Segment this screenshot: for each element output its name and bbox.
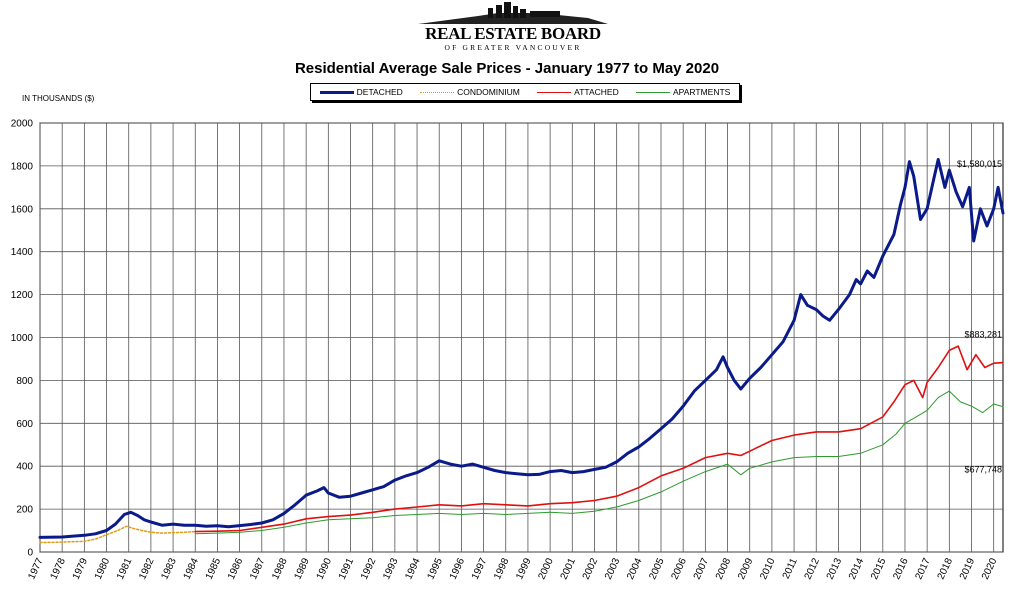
y-tick-label: 600 (16, 419, 33, 430)
x-tick-label: 1981 (115, 556, 135, 581)
y-tick-label: 200 (16, 505, 33, 516)
logo: REAL ESTATE BOARD OF GREATER VANCOUVER (418, 2, 608, 54)
x-tick-label: 2019 (958, 556, 978, 581)
value-annotation: $883,281 (964, 330, 1002, 340)
series-line-condominium (39, 525, 197, 544)
y-tick-label: 400 (16, 462, 33, 473)
x-tick-label: 1982 (137, 556, 157, 581)
y-tick-label: 1200 (11, 290, 34, 301)
logo-name: REAL ESTATE BOARD (425, 24, 601, 43)
x-tick-label: 2012 (803, 556, 823, 581)
series-line-apartments (194, 390, 1004, 535)
legend-item-condominium: CONDOMINIUM (420, 87, 520, 97)
series-line-attached (194, 345, 1004, 533)
unit-label: IN THOUSANDS ($) (22, 94, 95, 103)
x-tick-label: 1980 (93, 556, 113, 581)
x-tick-label: 2014 (847, 556, 867, 581)
x-tick-label: 2007 (692, 556, 712, 581)
x-tick-label: 2010 (758, 556, 778, 581)
x-tick-label: 1989 (292, 556, 312, 581)
x-tick-label: 2020 (980, 556, 1000, 581)
y-tick-label: 1000 (11, 333, 34, 344)
x-tick-label: 1998 (492, 556, 512, 581)
x-tick-label: 2001 (559, 556, 579, 581)
legend-item-attached: ATTACHED (537, 87, 619, 97)
legend-swatch-attached (537, 91, 572, 93)
x-tick-label: 2011 (781, 556, 800, 581)
x-tick-label: 2005 (647, 556, 667, 581)
x-tick-label: 2006 (670, 556, 690, 581)
x-tick-label: 1986 (226, 556, 246, 581)
value-annotation: $677,748 (964, 465, 1002, 475)
legend-swatch-detached (319, 90, 354, 94)
x-tick-label: 1990 (315, 556, 335, 581)
logo-subtitle: OF GREATER VANCOUVER (444, 43, 582, 52)
x-tick-label: 1983 (159, 556, 179, 581)
x-tick-label: 1985 (204, 556, 224, 581)
x-tick-label: 2017 (913, 556, 933, 581)
x-tick-label: 2000 (536, 556, 556, 581)
x-tick-label: 2013 (825, 556, 845, 581)
x-tick-label: 2004 (625, 556, 645, 581)
x-tick-label: 1987 (248, 556, 268, 581)
x-tick-label: 2015 (869, 556, 889, 581)
legend: DETACHED CONDOMINIUM ATTACHED APARTMENTS (310, 83, 740, 101)
x-tick-label: 1994 (403, 556, 423, 581)
legend-label-attached: ATTACHED (574, 87, 619, 97)
legend-swatch-apartments (636, 91, 671, 93)
x-tick-label: 2003 (603, 556, 623, 581)
x-tick-label: 1979 (71, 556, 91, 581)
legend-label-condominium: CONDOMINIUM (457, 87, 520, 97)
y-tick-label: 800 (16, 376, 33, 387)
x-tick-label: 2016 (891, 556, 911, 581)
x-tick-label: 1997 (470, 556, 490, 581)
skyline-icon (418, 2, 608, 24)
value-annotation: $1,580,015 (957, 159, 1002, 169)
legend-label-apartments: APARTMENTS (673, 87, 731, 97)
chart-title: Residential Average Sale Prices - Januar… (294, 60, 720, 77)
x-tick-label: 1991 (337, 556, 357, 581)
y-tick-label: 1400 (11, 247, 34, 258)
y-tick-label: 1800 (11, 161, 34, 172)
x-tick-label: 1995 (426, 556, 446, 581)
x-tick-label: 2018 (936, 556, 956, 581)
y-tick-label: 1600 (11, 204, 34, 215)
y-tick-label: 0 (27, 548, 33, 559)
x-tick-label: 1999 (514, 556, 534, 581)
legend-label-detached: DETACHED (356, 87, 403, 97)
y-tick-label: 2000 (11, 119, 34, 130)
x-tick-label: 1996 (448, 556, 468, 581)
series-line-detached (38, 158, 1005, 539)
x-tick-label: 2008 (714, 556, 734, 581)
x-tick-label: 2009 (736, 556, 756, 581)
legend-swatch-condominium (420, 91, 455, 93)
x-tick-label: 1978 (49, 556, 69, 581)
x-tick-label: 1984 (182, 556, 202, 581)
x-tick-label: 2002 (581, 556, 601, 581)
x-tick-label: 1988 (270, 556, 290, 581)
legend-item-apartments: APARTMENTS (636, 87, 730, 97)
x-tick-label: 1993 (381, 556, 401, 581)
x-tick-label: 1977 (26, 556, 46, 581)
x-tick-label: 1992 (359, 556, 379, 581)
legend-item-detached: DETACHED (319, 87, 403, 97)
